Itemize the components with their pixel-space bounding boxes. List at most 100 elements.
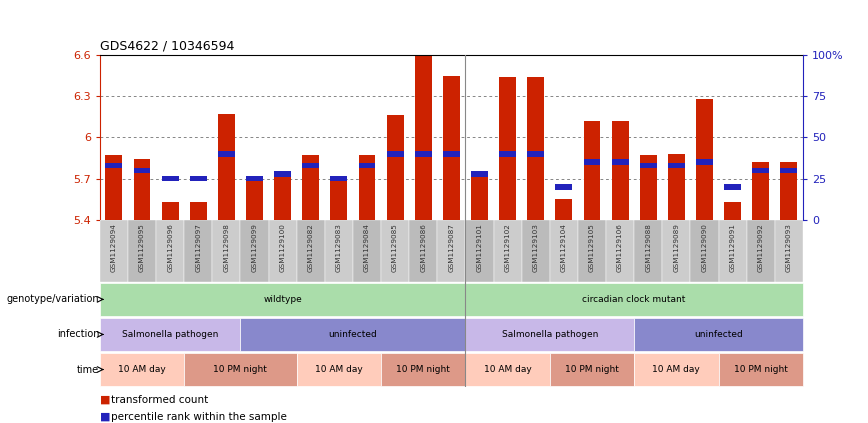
Bar (184, 353, 297, 386)
Bar (240, 220, 268, 282)
Bar (667, 163, 685, 168)
Text: genotype/variation: genotype/variation (7, 294, 99, 305)
Text: GSM1129090: GSM1129090 (701, 223, 707, 272)
Bar (358, 163, 376, 168)
Bar (583, 159, 601, 165)
Text: 10 PM night: 10 PM night (733, 365, 787, 374)
Text: transformed count: transformed count (111, 395, 208, 405)
Bar (583, 121, 601, 220)
Text: 10 PM night: 10 PM night (397, 365, 450, 374)
Text: 10 AM day: 10 AM day (315, 365, 363, 374)
Text: GSM1129102: GSM1129102 (504, 223, 510, 272)
Text: 10 AM day: 10 AM day (118, 365, 166, 374)
Bar (494, 220, 522, 282)
Text: uninfected: uninfected (694, 330, 743, 339)
Text: GSM1129088: GSM1129088 (645, 223, 651, 272)
Bar (184, 220, 213, 282)
Text: Salmonella pathogen: Salmonella pathogen (502, 330, 598, 339)
Bar (549, 220, 578, 282)
Text: 10 PM night: 10 PM night (214, 365, 267, 374)
Bar (415, 56, 431, 220)
Bar (612, 121, 628, 220)
Bar (635, 353, 719, 386)
Bar (134, 159, 150, 220)
Text: GSM1129100: GSM1129100 (279, 223, 286, 272)
Text: GDS4622 / 10346594: GDS4622 / 10346594 (100, 39, 234, 52)
Text: GSM1129101: GSM1129101 (477, 223, 483, 272)
Text: GSM1129082: GSM1129082 (308, 223, 313, 272)
Bar (128, 220, 156, 282)
Bar (240, 318, 465, 351)
Text: GSM1129104: GSM1129104 (561, 223, 567, 272)
Bar (606, 220, 635, 282)
Bar (775, 220, 803, 282)
Bar (437, 220, 465, 282)
Bar (465, 220, 494, 282)
Bar (443, 151, 460, 157)
Bar (527, 151, 544, 157)
Text: 10 AM day: 10 AM day (483, 365, 531, 374)
Bar (696, 159, 713, 165)
Bar (527, 77, 544, 220)
Bar (190, 176, 207, 181)
Bar (381, 220, 409, 282)
Bar (100, 353, 184, 386)
Bar (100, 318, 240, 351)
Text: ■: ■ (100, 395, 110, 405)
Text: 10 AM day: 10 AM day (653, 365, 700, 374)
Text: GSM1129099: GSM1129099 (252, 223, 258, 272)
Bar (386, 115, 404, 220)
Text: GSM1129095: GSM1129095 (139, 223, 145, 272)
Bar (696, 99, 713, 220)
Bar (213, 220, 240, 282)
Bar (612, 159, 628, 165)
Text: GSM1129098: GSM1129098 (223, 223, 229, 272)
Bar (100, 283, 465, 316)
Bar (471, 176, 488, 220)
Bar (409, 220, 437, 282)
Text: GSM1129091: GSM1129091 (730, 223, 735, 272)
Bar (443, 76, 460, 220)
Bar (465, 283, 803, 316)
Bar (161, 176, 179, 181)
Bar (522, 220, 549, 282)
Bar (105, 163, 122, 168)
Bar (465, 318, 635, 351)
Text: GSM1129094: GSM1129094 (111, 223, 117, 272)
Bar (268, 220, 297, 282)
Bar (218, 151, 235, 157)
Bar (331, 176, 347, 181)
Bar (556, 199, 572, 220)
Bar (499, 77, 516, 220)
Text: percentile rank within the sample: percentile rank within the sample (111, 412, 287, 422)
Bar (635, 318, 803, 351)
Bar (780, 162, 798, 220)
Bar (246, 176, 263, 181)
Bar (190, 202, 207, 220)
Bar (274, 171, 291, 176)
Bar (302, 155, 319, 220)
Bar (302, 163, 319, 168)
Bar (499, 151, 516, 157)
Text: GSM1129087: GSM1129087 (449, 223, 454, 272)
Bar (667, 154, 685, 220)
Bar (753, 168, 769, 173)
Text: GSM1129093: GSM1129093 (786, 223, 792, 272)
Bar (465, 353, 549, 386)
Bar (724, 202, 741, 220)
Bar (556, 184, 572, 190)
Bar (471, 171, 488, 176)
Bar (105, 155, 122, 220)
Text: GSM1129089: GSM1129089 (674, 223, 680, 272)
Bar (325, 220, 353, 282)
Text: GSM1129083: GSM1129083 (336, 223, 342, 272)
Bar (156, 220, 184, 282)
Bar (381, 353, 465, 386)
Bar (690, 220, 719, 282)
Bar (100, 220, 128, 282)
Text: GSM1129105: GSM1129105 (589, 223, 595, 272)
Bar (297, 353, 381, 386)
Text: GSM1129092: GSM1129092 (758, 223, 764, 272)
Bar (549, 353, 635, 386)
Bar (719, 353, 803, 386)
